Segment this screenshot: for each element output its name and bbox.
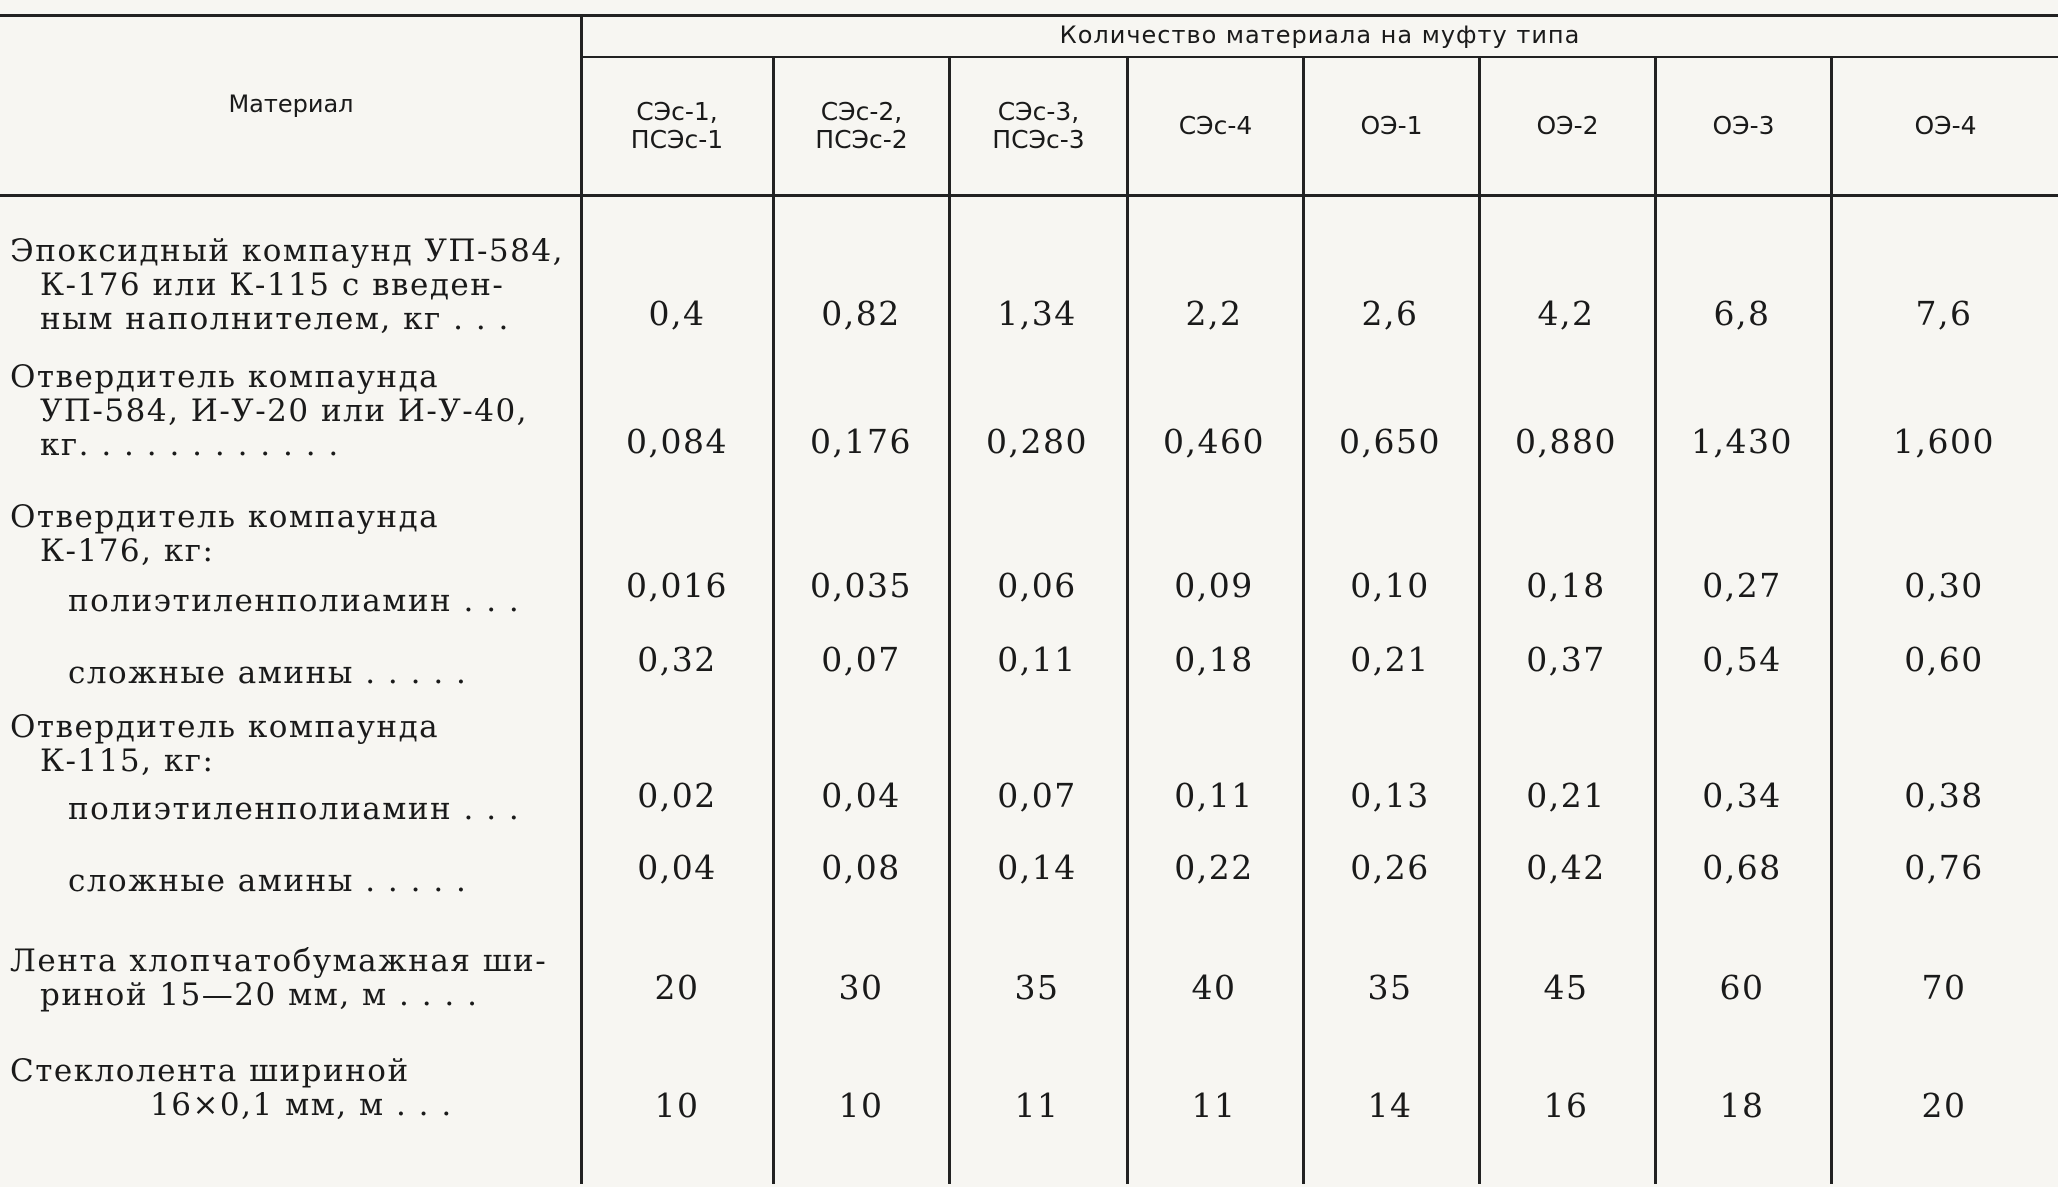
table-cell: 20	[654, 968, 700, 1007]
table-cell: 11	[1014, 1086, 1060, 1125]
table-cell: 0,18	[1174, 640, 1254, 679]
table-cell: 10	[654, 1086, 700, 1125]
group-header-rule	[582, 56, 2058, 58]
material-group-heading: Отвердитель компаунда К-115, кг:	[10, 709, 440, 779]
column-divider	[1654, 58, 1657, 1184]
column-divider	[1830, 58, 1833, 1184]
table-cell: 0,38	[1904, 776, 1984, 815]
table-cell: 6,8	[1713, 294, 1771, 333]
table-cell: 4,2	[1537, 294, 1595, 333]
material-cell: Отвердитель компаунда УП-584, И-У-20 или…	[10, 359, 529, 463]
quantity-group-header: Количество материала на муфту типа	[1059, 21, 1581, 49]
column-header-oe-1: ОЭ-1	[1360, 111, 1423, 140]
table-cell: 0,09	[1174, 566, 1254, 605]
table-cell: 0,07	[997, 776, 1077, 815]
column-divider	[1478, 58, 1481, 1184]
table-cell: 0,34	[1702, 776, 1782, 815]
table-cell: 60	[1719, 968, 1765, 1007]
material-cell: Эпоксидный компаунд УП-584, К-176 или К-…	[10, 233, 564, 337]
table-cell: 0,60	[1904, 640, 1984, 679]
material-cell: Стеклолента шириной 16×0,1 мм, м . . .	[10, 1053, 453, 1123]
table-cell: 0,27	[1702, 566, 1782, 605]
table-cell: 0,04	[821, 776, 901, 815]
table-cell: 0,13	[1350, 776, 1430, 815]
table-cell: 0,68	[1702, 848, 1782, 887]
material-column-header: Материал	[228, 90, 354, 118]
table-cell: 0,14	[997, 848, 1077, 887]
column-divider	[772, 58, 775, 1184]
column-header-sees-2: СЭс-2, ПСЭс-2	[815, 97, 908, 154]
table-cell: 10	[838, 1086, 884, 1125]
table-cell: 11	[1191, 1086, 1237, 1125]
table-cell: 0,26	[1350, 848, 1430, 887]
column-header-oe-3: ОЭ-3	[1712, 111, 1775, 140]
table-cell: 40	[1191, 968, 1237, 1007]
column-header-sees-1: СЭс-1, ПСЭс-1	[630, 97, 724, 154]
table-cell: 0,21	[1526, 776, 1606, 815]
column-divider	[580, 14, 583, 1184]
table-cell: 0,4	[648, 294, 706, 333]
table-cell: 1,34	[997, 294, 1077, 333]
table-cell: 20	[1921, 1086, 1967, 1125]
column-header-sees-3: СЭс-3, ПСЭс-3	[992, 97, 1085, 154]
table-cell: 0,07	[821, 640, 901, 679]
table-cell: 35	[1367, 968, 1413, 1007]
material-group-heading: Отвердитель компаунда К-176, кг:	[10, 499, 440, 569]
table-cell: 14	[1367, 1086, 1413, 1125]
column-divider	[948, 58, 951, 1184]
material-cell: полиэтиленполиамин . . .	[68, 583, 521, 619]
table-cell: 0,11	[997, 640, 1077, 679]
table-cell: 0,10	[1350, 566, 1430, 605]
table-cell: 2,6	[1361, 294, 1419, 333]
table-cell: 0,650	[1339, 422, 1441, 461]
table-cell: 0,54	[1702, 640, 1782, 679]
table-cell: 16	[1543, 1086, 1589, 1125]
table-cell: 0,76	[1904, 848, 1984, 887]
column-divider	[1126, 58, 1129, 1184]
table-cell: 0,22	[1174, 848, 1254, 887]
table-cell: 0,880	[1515, 422, 1617, 461]
table-cell: 18	[1719, 1086, 1765, 1125]
table-cell: 0,30	[1904, 566, 1984, 605]
table-cell: 45	[1543, 968, 1589, 1007]
table-cell: 0,016	[626, 566, 728, 605]
table-cell: 0,82	[821, 294, 901, 333]
table-cell: 0,176	[810, 422, 912, 461]
table-cell: 0,04	[637, 848, 717, 887]
table-cell: 0,08	[821, 848, 901, 887]
table-cell: 0,11	[1174, 776, 1254, 815]
table-cell: 2,2	[1185, 294, 1243, 333]
column-header-oe-4: ОЭ-4	[1914, 111, 1977, 140]
table-cell: 0,06	[997, 566, 1077, 605]
table-cell: 0,460	[1163, 422, 1265, 461]
material-cell: сложные амины . . . . .	[68, 863, 468, 899]
header-bottom-rule	[0, 194, 2058, 197]
table-cell: 0,42	[1526, 848, 1606, 887]
table-cell: 1,430	[1691, 422, 1793, 461]
table-cell: 7,6	[1915, 294, 1973, 333]
table-cell: 1,600	[1893, 422, 1995, 461]
table-cell: 0,21	[1350, 640, 1430, 679]
top-rule	[0, 14, 2058, 17]
table-cell: 70	[1921, 968, 1967, 1007]
table-cell: 0,37	[1526, 640, 1606, 679]
column-header-sees-4: СЭс-4	[1178, 111, 1253, 140]
material-cell: Лента хлопчатобумажная ши- риной 15—20 м…	[10, 943, 548, 1013]
material-cell: полиэтиленполиамин . . .	[68, 791, 521, 827]
table-cell: 0,035	[810, 566, 912, 605]
table-cell: 0,32	[637, 640, 717, 679]
table-cell: 0,084	[626, 422, 728, 461]
table-cell: 0,280	[986, 422, 1088, 461]
material-cell: сложные амины . . . . .	[68, 655, 468, 691]
table-cell: 0,02	[637, 776, 717, 815]
table-cell: 35	[1014, 968, 1060, 1007]
table-cell: 30	[838, 968, 884, 1007]
column-header-oe-2: ОЭ-2	[1536, 111, 1599, 140]
column-divider	[1302, 58, 1305, 1184]
table-cell: 0,18	[1526, 566, 1606, 605]
